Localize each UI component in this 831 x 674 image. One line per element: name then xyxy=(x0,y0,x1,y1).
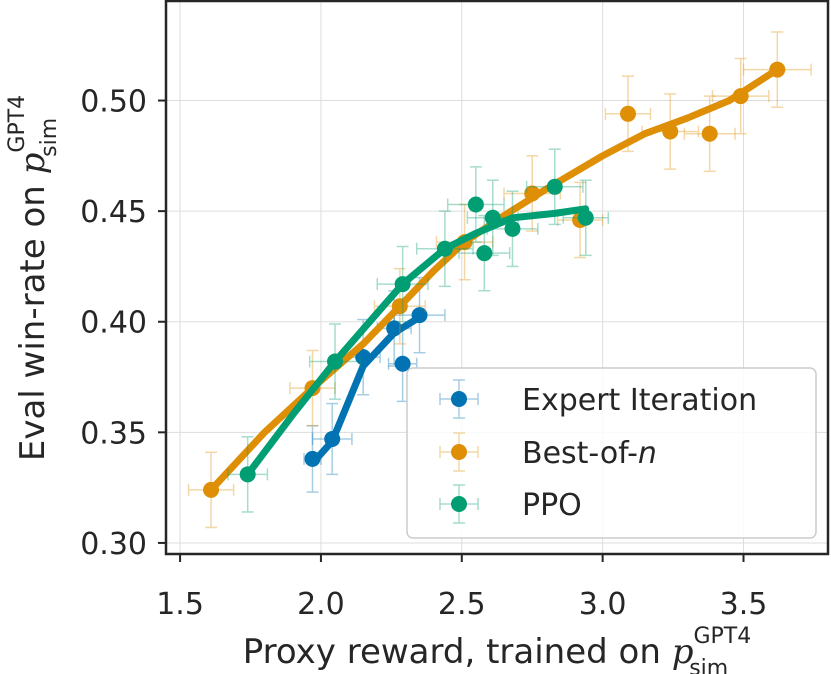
y-tick-label: 0.30 xyxy=(80,527,147,562)
ppo-point xyxy=(484,209,501,226)
x-tick-label: 3.5 xyxy=(720,587,768,622)
expert-iteration-point xyxy=(394,355,411,372)
best-of-n-point xyxy=(524,185,541,202)
legend-entry-expert-iteration: Expert Iteration xyxy=(439,379,757,419)
expert-iteration-point xyxy=(324,430,341,447)
expert-iteration-point xyxy=(411,307,428,324)
ppo-point xyxy=(467,196,484,213)
expert-iteration-point xyxy=(386,320,403,337)
legend-point xyxy=(451,496,467,512)
y-axis-title-superscript: GPT4 xyxy=(5,95,30,153)
ppo-point xyxy=(476,245,493,262)
y-axis-title-subscript: sim xyxy=(37,118,62,157)
best-of-n-point xyxy=(662,123,679,140)
x-axis-title-text: Proxy reward, trained on xyxy=(243,632,672,672)
expert-iteration-point xyxy=(304,450,321,467)
x-tick-label: 2.0 xyxy=(297,587,345,622)
legend-label-best-of-n: Best-of-n xyxy=(522,436,657,471)
series-ppo xyxy=(227,148,610,513)
x-axis-title-superscript: GPT4 xyxy=(693,624,751,649)
expert-iteration-point xyxy=(355,349,372,366)
ppo-point xyxy=(436,240,453,257)
ppo-point xyxy=(394,276,411,293)
legend-point xyxy=(451,444,467,460)
legend-marker-best-of-n xyxy=(439,432,479,472)
ppo-point xyxy=(577,209,594,226)
plot-area xyxy=(187,31,812,529)
legend: Expert Iteration Best-of-n PPO xyxy=(406,367,817,539)
y-axis-title: Eval win-rate on pGPT4 sim xyxy=(5,95,62,461)
y-tick-label: 0.50 xyxy=(80,85,147,120)
ppo-point xyxy=(327,353,344,370)
legend-marker-expert-iteration xyxy=(439,379,479,419)
y-tick-label: 0.40 xyxy=(80,306,147,341)
x-axis-title-symbol: p xyxy=(672,632,694,672)
legend-label-best-of-n-italic: n xyxy=(638,436,657,471)
y-tick-label: 0.35 xyxy=(80,416,147,451)
legend-point xyxy=(451,391,467,407)
y-tick-label: 0.45 xyxy=(80,195,147,230)
ppo-line xyxy=(244,205,590,478)
legend-entry-ppo: PPO xyxy=(439,484,582,524)
legend-box xyxy=(406,367,817,539)
series-expert-iteration xyxy=(303,276,446,493)
x-tick-label: 2.5 xyxy=(438,587,486,622)
axis-ticks: 1.5 2.0 2.5 3.0 3.5 0.30 0.35 0.40 0.45 0.50 xyxy=(80,85,767,622)
x-tick-label: 3.0 xyxy=(579,587,627,622)
plot-frame xyxy=(164,0,830,556)
legend-entry-best-of-n: Best-of-n xyxy=(439,432,657,472)
best-of-n-point xyxy=(391,298,408,315)
legend-label-best-of-n-text: Best-of- xyxy=(522,436,638,471)
best-of-n-point xyxy=(203,481,220,498)
legend-label-ppo: PPO xyxy=(522,488,582,523)
legend-marker-ppo xyxy=(439,484,479,524)
best-of-n-point xyxy=(732,88,749,105)
ppo-point xyxy=(239,466,256,483)
best-of-n-point xyxy=(619,105,636,122)
x-axis-title: Proxy reward, trained on pGPT4 sim xyxy=(243,624,751,674)
best-of-n-point xyxy=(769,61,786,78)
ppo-point xyxy=(546,178,563,195)
y-axis-title-symbol: p xyxy=(13,153,53,175)
expert-iteration-line xyxy=(309,313,423,467)
x-tick-label: 1.5 xyxy=(156,587,204,622)
y-axis-title-text: Eval win-rate on xyxy=(13,174,53,461)
legend-label-expert-iteration: Expert Iteration xyxy=(522,383,757,418)
ppo-point xyxy=(504,220,521,237)
best-of-n-point xyxy=(701,125,718,142)
x-axis-title-subscript: sim xyxy=(689,656,728,674)
